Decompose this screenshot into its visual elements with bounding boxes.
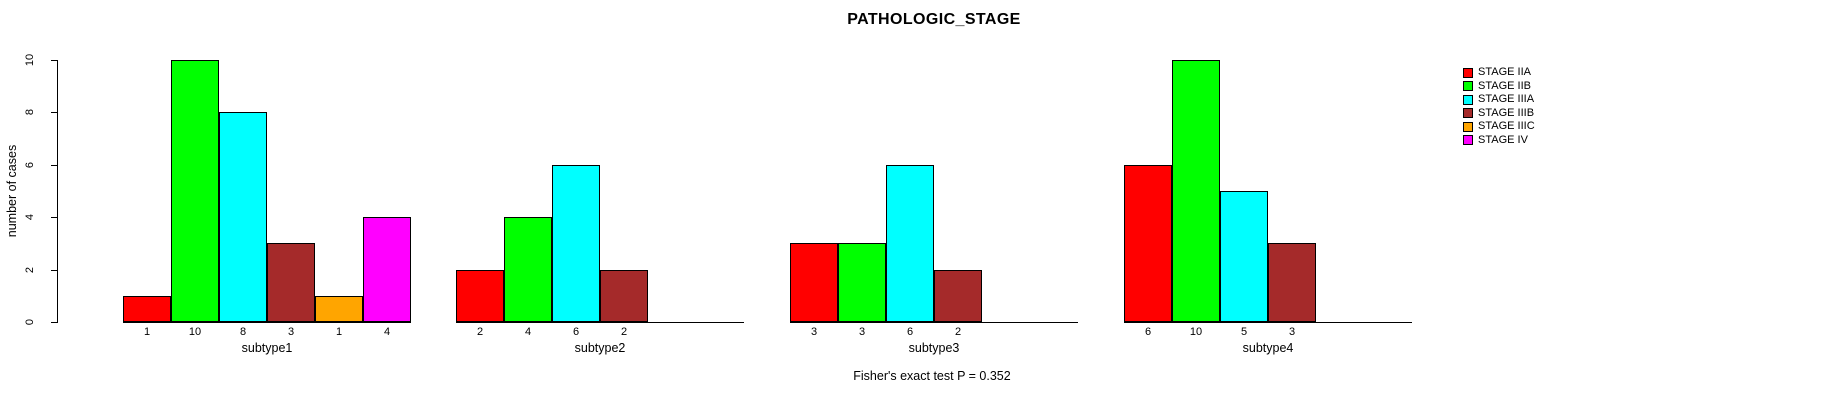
bar-value-label: 4 [383,326,391,338]
legend-item: STAGE IIA [1463,66,1535,80]
bar [838,243,886,322]
bar [267,243,315,322]
bar-value-label: 2 [620,326,628,338]
bar-value-label: 2 [476,326,484,338]
bar-value-label: 1 [143,326,151,338]
bar-value-label: 3 [858,326,866,338]
y-tick [51,165,58,166]
bar [315,296,363,322]
bar-value-label: 4 [524,326,532,338]
legend-swatch [1463,121,1473,132]
y-tick-label: 0 [24,318,36,326]
bar [886,165,934,322]
x-axis-baseline [790,322,1078,323]
chart-title: PATHOLOGIC_STAGE [847,11,1021,28]
bar [171,60,219,322]
footer-annotation: Fisher's exact test P = 0.352 [853,369,1011,383]
bar-value-label: 8 [239,326,247,338]
y-tick-label: 6 [24,161,36,169]
y-tick [51,60,58,61]
legend-label: STAGE IIA [1478,66,1531,79]
bar [1220,191,1268,322]
legend: STAGE IIA STAGE IIB STAGE IIIA STAGE IIIB ST… [1463,66,1535,147]
bar [1124,165,1172,322]
bar [1172,60,1220,322]
category-label: subtype4 [1242,341,1294,355]
y-tick-label: 8 [24,108,36,116]
legend-swatch [1463,94,1473,105]
y-axis-line [57,60,58,323]
legend-item: STAGE IIB [1463,80,1535,94]
bar-value-label: 6 [906,326,914,338]
bar-value-label: 6 [572,326,580,338]
bar-value-label: 10 [1189,326,1203,338]
legend-label: STAGE IIIB [1478,106,1535,119]
legend-item: STAGE IIIB [1463,107,1535,121]
bar-value-label: 3 [1288,326,1296,338]
y-tick [51,322,58,323]
legend-label: STAGE IIB [1478,79,1531,92]
legend-label: STAGE IV [1478,133,1528,146]
bar [363,217,411,322]
legend-label: STAGE IIIA [1478,93,1535,106]
category-label: subtype2 [574,341,626,355]
bar-value-label: 3 [810,326,818,338]
x-axis-baseline [123,322,411,323]
bar [600,270,648,322]
y-tick-label: 4 [24,213,36,221]
legend-swatch [1463,67,1473,78]
legend-label: STAGE IIIC [1478,120,1535,133]
legend-item: STAGE IIIC [1463,120,1535,134]
legend-item: STAGE IIIA [1463,93,1535,107]
legend-item: STAGE IV [1463,134,1535,148]
category-label: subtype1 [241,341,293,355]
bar [504,217,552,322]
y-tick [51,112,58,113]
y-tick-label: 10 [24,53,36,67]
legend-swatch [1463,135,1473,146]
bar-value-label: 1 [335,326,343,338]
legend-swatch [1463,108,1473,119]
bar [552,165,600,322]
bar-value-label: 5 [1240,326,1248,338]
legend-swatch [1463,81,1473,92]
y-tick [51,217,58,218]
bar [456,270,504,322]
bar-value-label: 2 [954,326,962,338]
y-tick-label: 2 [24,266,36,274]
bar [123,296,171,322]
category-label: subtype3 [908,341,960,355]
bar-value-label: 10 [188,326,202,338]
x-axis-baseline [456,322,744,323]
bar-value-label: 3 [287,326,295,338]
bar [1268,243,1316,322]
x-axis-baseline [1124,322,1412,323]
bar [219,112,267,322]
y-tick [51,270,58,271]
bar [934,270,982,322]
bar-value-label: 6 [1144,326,1152,338]
bar [790,243,838,322]
